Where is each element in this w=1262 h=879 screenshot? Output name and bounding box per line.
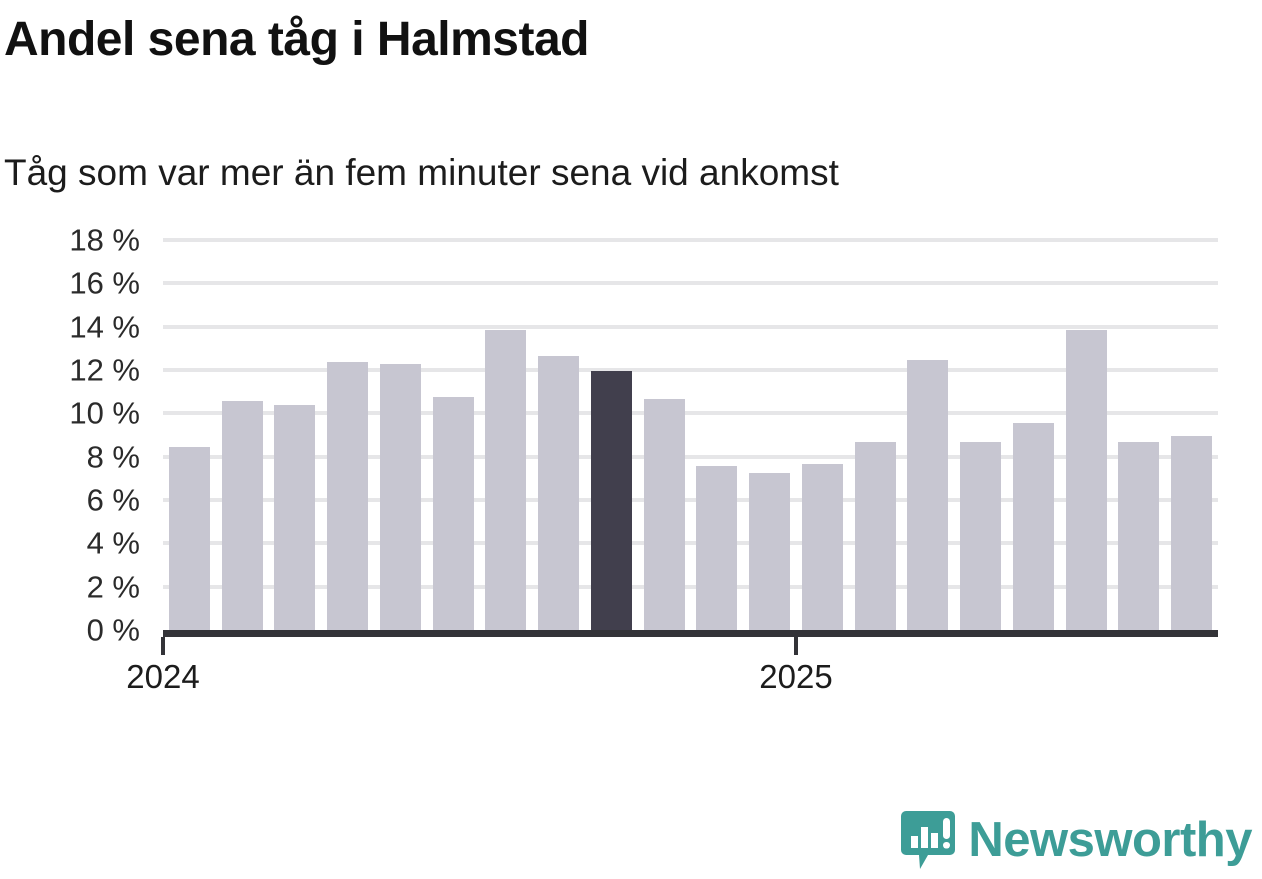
gridline: [163, 584, 1218, 589]
gridline: [163, 281, 1218, 286]
x-axis-tick-label: 2024: [126, 658, 200, 695]
bar[interactable]: [696, 466, 738, 635]
y-axis-tick-label: 14 %: [69, 309, 140, 345]
bar[interactable]: [749, 472, 791, 635]
bar[interactable]: [221, 401, 263, 635]
y-axis-tick-label: 0 %: [86, 612, 140, 648]
y-axis-tick-label: 8 %: [86, 439, 140, 475]
page-title: Andel sena tåg i Halmstad: [4, 13, 590, 66]
bar[interactable]: [960, 442, 1002, 635]
y-axis-tick-label: 2 %: [86, 569, 140, 605]
gridline: [163, 498, 1218, 502]
bar[interactable]: [907, 359, 949, 635]
bar[interactable]: [432, 396, 474, 635]
y-axis-tick-label: 18 %: [69, 222, 140, 258]
gridline: [163, 238, 1218, 242]
bar[interactable]: [274, 405, 316, 635]
bar[interactable]: [643, 398, 685, 635]
y-axis-tick-label: 12 %: [69, 352, 140, 388]
gridline: [163, 541, 1218, 546]
bar[interactable]: [168, 446, 210, 635]
gridline: [163, 368, 1218, 372]
gridline: [163, 324, 1218, 329]
x-axis-tick: [794, 637, 798, 655]
bar[interactable]: [1012, 422, 1054, 635]
y-axis-tick-label: 10 %: [69, 395, 140, 431]
y-axis-tick-label: 16 %: [69, 265, 140, 301]
bar[interactable]: [538, 355, 580, 635]
bar[interactable]: [1065, 329, 1107, 635]
y-axis-tick-label: 6 %: [86, 482, 140, 518]
bar[interactable]: [1118, 442, 1160, 635]
bar[interactable]: [801, 463, 843, 635]
x-axis-tick: [161, 637, 165, 655]
bar-chart: 18 % 16 % 14 % 12 % 10 % 8 % 6 % 4 % 2 % 0 % 2024…: [0, 225, 1262, 700]
bar[interactable]: [327, 362, 369, 635]
gridline: [163, 454, 1218, 459]
bar[interactable]: [1171, 435, 1213, 635]
x-axis-line: [163, 630, 1218, 637]
bar[interactable]: [379, 364, 421, 635]
y-axis: 18 % 16 % 14 % 12 % 10 % 8 % 6 % 4 % 2 % 0 %: [0, 225, 145, 646]
x-axis-tick-label: 2025: [759, 658, 833, 695]
logo-wordmark: Newsworthy: [968, 812, 1252, 867]
y-axis-tick-label: 4 %: [86, 525, 140, 561]
page-subtitle: Tåg som var mer än fem minuter sena vid …: [4, 152, 839, 193]
newsworthy-bubble-bars-icon: [900, 809, 956, 871]
chart-gridlines: [163, 238, 1218, 640]
newsworthy-logo[interactable]: Newsworthy: [900, 809, 1252, 871]
chart-plot-area: [163, 240, 1218, 635]
gridline: [163, 411, 1218, 416]
bar[interactable]: [854, 442, 896, 635]
bar[interactable]: [590, 370, 632, 635]
bar[interactable]: [485, 329, 527, 635]
